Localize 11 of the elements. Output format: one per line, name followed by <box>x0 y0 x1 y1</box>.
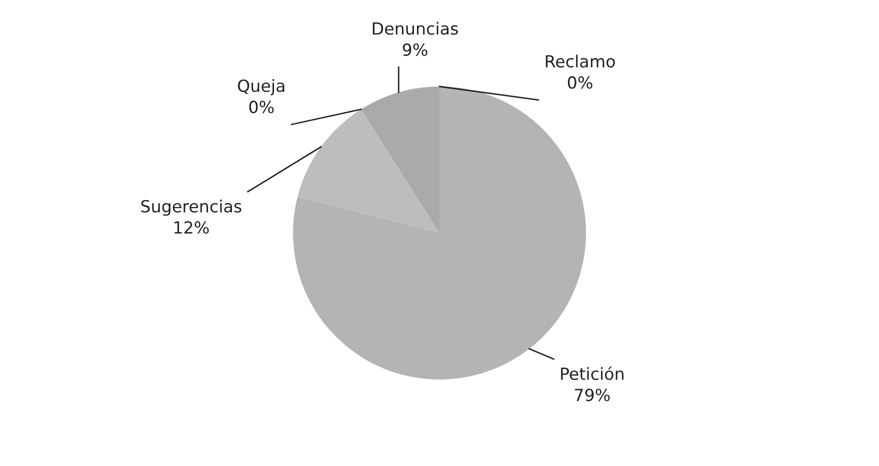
category-label: Queja <box>238 79 284 96</box>
data-label: 9% <box>402 43 428 56</box>
pie-slice <box>298 109 440 233</box>
text: 0% <box>249 100 274 114</box>
slice-label: Denuncias <box>372 22 458 35</box>
data-label: 79% <box>574 388 610 402</box>
slice-label: Sugerencias <box>141 200 242 216</box>
data-label: 12% <box>174 221 209 234</box>
category-label: Reclamo <box>546 54 615 68</box>
slice-label: Petición <box>561 366 624 380</box>
text: 0% <box>568 76 592 89</box>
